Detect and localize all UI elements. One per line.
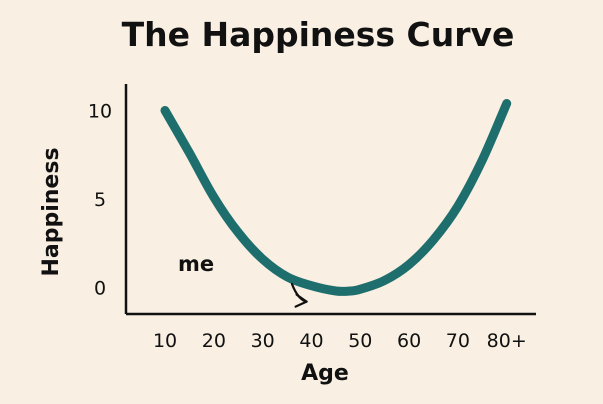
x-tick-label: 10 [153,330,177,352]
y-tick-label: 5 [94,189,106,211]
x-tick-label: 20 [202,330,226,352]
x-tick-label: 60 [397,330,421,352]
x-tick-label: 50 [348,330,372,352]
y-tick-label: 0 [94,277,106,299]
y-tick-labels: 10 5 0 [88,101,112,300]
x-tick-label: 70 [446,330,470,352]
happiness-curve-line [160,99,512,296]
me-annotation-arrowhead [294,293,308,308]
y-tick-label: 10 [88,101,112,123]
chart-title: The Happiness Curve [122,15,515,54]
x-tick-label: 30 [251,330,275,352]
x-tick-label: 40 [299,330,323,352]
x-tick-labels: 10 20 30 40 50 60 70 80+ [153,330,527,352]
x-axis-label: Age [301,361,349,386]
x-tick-label: 80+ [487,330,527,352]
y-axis-label: Happiness [39,147,64,276]
me-annotation-label: me [178,252,214,276]
